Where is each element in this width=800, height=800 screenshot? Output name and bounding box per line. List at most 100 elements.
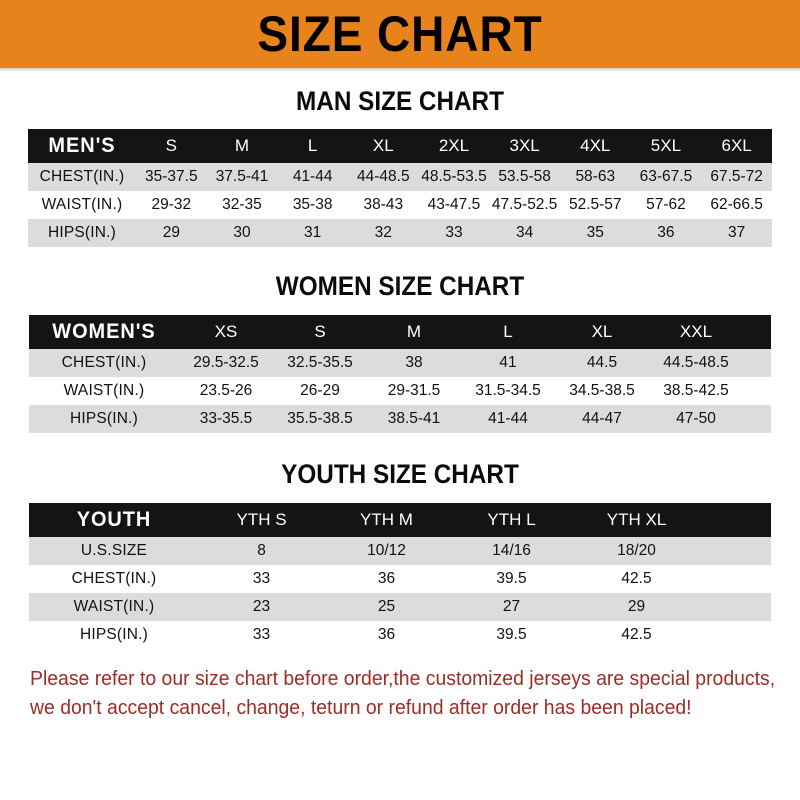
table-youth-col-yth-xl: YTH XL (606, 510, 667, 529)
table-row: HIPS(IN.) 33 36 39.5 42.5 (29, 621, 771, 649)
cell: 47-50 (676, 410, 716, 427)
cell: 31.5-34.5 (475, 382, 541, 399)
cell: 38.5-42.5 (663, 382, 729, 399)
cell: 42.5 (621, 626, 652, 643)
header-banner: SIZE CHART (0, 0, 800, 68)
cell: 39.5 (496, 570, 527, 587)
cell: 26-29 (300, 382, 340, 399)
cell: 62-66.5 (710, 196, 763, 213)
cell: 33 (252, 626, 271, 643)
table-women-col-m: M (406, 322, 422, 341)
cell: 10/12 (367, 542, 406, 559)
table-youth-header-row: YOUTH YTH S YTH M YTH L YTH XL (29, 503, 771, 537)
table-women-wrapper: WOMEN'S XS S M L XL XXL CHEST(IN.) 29.5-… (29, 315, 771, 433)
cell: 8 (257, 542, 266, 559)
table-youth-wrapper: YOUTH YTH S YTH M YTH L YTH XL U.S.SIZE … (29, 503, 771, 649)
cell: 14/16 (492, 542, 531, 559)
table-man-wrapper: MEN'S S M L XL 2XL 3XL 4XL 5XL 6XL CHEST… (28, 129, 772, 247)
row-label-chest: CHEST(IN.) (71, 570, 157, 587)
cell: 29.5-32.5 (193, 354, 259, 371)
cell-spacer (699, 537, 771, 565)
cell: 43-47.5 (427, 196, 481, 213)
cell: 32-35 (222, 196, 262, 213)
cell: 29-32 (151, 196, 192, 213)
cell: 48.5-53.5 (421, 168, 487, 185)
cell: 33-35.5 (199, 410, 253, 427)
table-youth-col-yth-m: YTH M (360, 510, 413, 529)
cell: 29-31.5 (387, 382, 441, 399)
cell: 35 (586, 224, 604, 241)
section-title-youth: YOUTH SIZE CHART (281, 459, 519, 489)
cell: 36 (377, 570, 396, 587)
cell: 31 (304, 224, 322, 241)
table-man-col-xl: XL (372, 136, 394, 155)
cell: 41 (499, 354, 517, 371)
row-label-hips: HIPS(IN.) (69, 410, 139, 427)
cell: 42.5 (621, 570, 652, 587)
cell: 33 (445, 224, 463, 241)
table-man-header-label: MEN'S (48, 134, 116, 157)
cell: 36 (657, 224, 675, 241)
table-women-col-xs: XS (214, 322, 238, 341)
table-man: MEN'S S M L XL 2XL 3XL 4XL 5XL 6XL CHEST… (28, 129, 772, 247)
table-row: HIPS(IN.) 33-35.5 35.5-38.5 38.5-41 41-4… (29, 405, 771, 433)
cell: 53.5-58 (498, 168, 551, 185)
table-man-col-4xl: 4XL (580, 136, 611, 155)
table-man-header-row: MEN'S S M L XL 2XL 3XL 4XL 5XL 6XL (28, 129, 772, 163)
cell: 41-44 (292, 168, 333, 185)
table-row: CHEST(IN.) 29.5-32.5 32.5-35.5 38 41 44.… (29, 349, 771, 377)
row-label-waist: WAIST(IN.) (41, 196, 123, 213)
cell-spacer (699, 565, 771, 593)
section-women: WOMEN SIZE CHART WOMEN'S XS S M L XL XXL (0, 269, 800, 433)
table-row: HIPS(IN.) 29 30 31 32 33 34 35 36 37 (28, 219, 772, 247)
table-women-col-xl: XL (591, 322, 613, 341)
cell: 57-62 (646, 196, 686, 213)
cell: 67.5-72 (710, 168, 763, 185)
cell: 38-43 (363, 196, 404, 213)
cell: 32.5-35.5 (287, 354, 353, 371)
footer-line-2: we don't accept cancel, change, teturn o… (30, 697, 692, 719)
table-youth-col-spacer (699, 503, 771, 537)
section-title-women: WOMEN SIZE CHART (275, 271, 525, 301)
table-women-header-label: WOMEN'S (52, 320, 156, 343)
cell: 29 (162, 224, 180, 241)
cell: 29 (627, 598, 646, 615)
footer-disclaimer: Please refer to our size chart before or… (30, 665, 775, 723)
table-row: WAIST(IN.) 29-32 32-35 35-38 38-43 43-47… (28, 191, 772, 219)
cell: 35-38 (292, 196, 333, 213)
cell: 38.5-41 (387, 410, 441, 427)
table-youth-col-yth-l: YTH L (487, 510, 536, 529)
cell: 39.5 (496, 626, 527, 643)
table-youth-header-label: YOUTH (76, 508, 152, 531)
cell-spacer (743, 377, 771, 405)
cell: 44.5-48.5 (663, 354, 729, 371)
table-women-col-s: S (314, 322, 326, 341)
section-title-man: MAN SIZE CHART (296, 86, 504, 116)
table-women-col-spacer (743, 315, 771, 349)
table-man-col-3xl: 3XL (509, 136, 540, 155)
cell: 47.5-52.5 (491, 196, 558, 213)
table-man-col-s: S (165, 136, 177, 155)
cell: 23 (252, 598, 271, 615)
table-women-col-xxl: XXL (679, 322, 713, 341)
cell: 38 (405, 354, 423, 371)
table-row: CHEST(IN.) 33 36 39.5 42.5 (29, 565, 771, 593)
row-label-hips: HIPS(IN.) (79, 626, 149, 643)
table-man-col-l: L (307, 136, 318, 155)
table-row: CHEST(IN.) 35-37.5 37.5-41 41-44 44-48.5… (28, 163, 772, 191)
cell: 63-67.5 (639, 168, 693, 185)
table-man-col-2xl: 2XL (438, 136, 470, 155)
cell: 36 (377, 626, 396, 643)
table-women-col-l: L (503, 322, 513, 341)
row-label-us-size: U.S.SIZE (80, 542, 148, 559)
table-row: U.S.SIZE 8 10/12 14/16 18/20 (29, 537, 771, 565)
table-man-col-6xl: 6XL (721, 136, 752, 155)
row-label-waist: WAIST(IN.) (63, 382, 145, 399)
table-youth-col-yth-s: YTH S (236, 510, 287, 529)
table-row: WAIST(IN.) 23.5-26 26-29 29-31.5 31.5-34… (29, 377, 771, 405)
row-label-waist: WAIST(IN.) (73, 598, 155, 615)
cell: 58-63 (575, 168, 616, 185)
cell: 34 (515, 224, 534, 241)
cell: 44-48.5 (357, 168, 410, 185)
cell-spacer (699, 621, 771, 649)
